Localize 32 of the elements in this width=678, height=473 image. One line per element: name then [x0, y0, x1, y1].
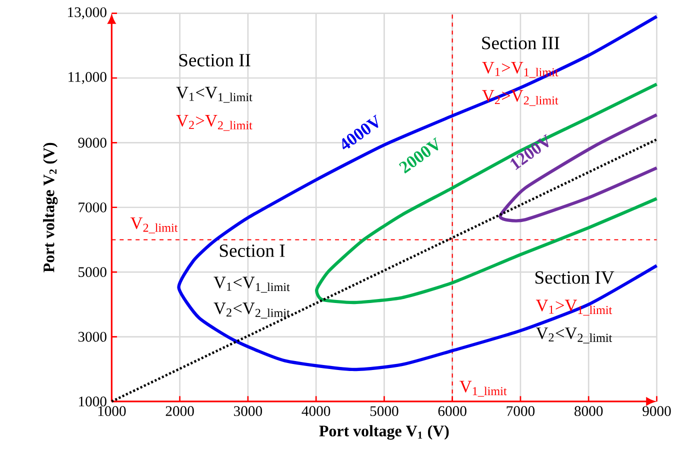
annotation: V$_{2}$<V$_{2_limit}$: [536, 327, 612, 344]
ref-line-label: V$_{1_limit}$: [460, 380, 507, 397]
annotation: V$_{1}$<V$_{1_limit}$: [214, 276, 290, 292]
annotation: V$_{2}$>V$_{2_limit}$: [176, 114, 252, 131]
annotation: Section I: [220, 244, 285, 257]
line-series: [177, 14, 658, 371]
annotation: V$_{1}$<V$_{1_limit}$: [176, 86, 252, 103]
y-tick-label: 11,000: [68, 72, 106, 84]
x-tick-label: 3000: [234, 406, 262, 416]
y-tick-label: 13,000: [68, 7, 106, 20]
x-tick-label: 1000: [98, 406, 126, 416]
annotation: Section II: [179, 54, 250, 66]
annotation: V$_{2}$<V$_{2_limit}$: [214, 302, 290, 318]
ref-line-label: V$_{2_limit}$: [130, 217, 178, 234]
x-tick-label: 9000: [642, 406, 671, 416]
annotation: Section IV: [535, 271, 614, 284]
x-tick-label: 7000: [506, 406, 535, 416]
y-tick-label: 3000: [78, 332, 106, 342]
x-tick-label: 6000: [438, 406, 466, 416]
x-axis-title: Port voltage V$_{1}$ (V): [319, 425, 449, 440]
annotation: V$_{1}$>V$_{1_limit}$: [536, 300, 612, 316]
x-tick-label: 2000: [166, 406, 194, 416]
y-axis-title: Port voltage V$_{2}$ (V): [43, 142, 58, 272]
y-tick-label: 7000: [78, 202, 106, 212]
x-tick-label: 8000: [574, 406, 603, 416]
y-tick-label: 1000: [79, 396, 106, 406]
y-tick-label: 5000: [78, 267, 106, 277]
x-tick-label: 4000: [302, 406, 330, 416]
annotation: Section III: [482, 36, 560, 50]
line-series: [498, 113, 658, 222]
y-tick-label: 9000: [78, 138, 106, 148]
x-tick-label: 5000: [370, 406, 398, 416]
